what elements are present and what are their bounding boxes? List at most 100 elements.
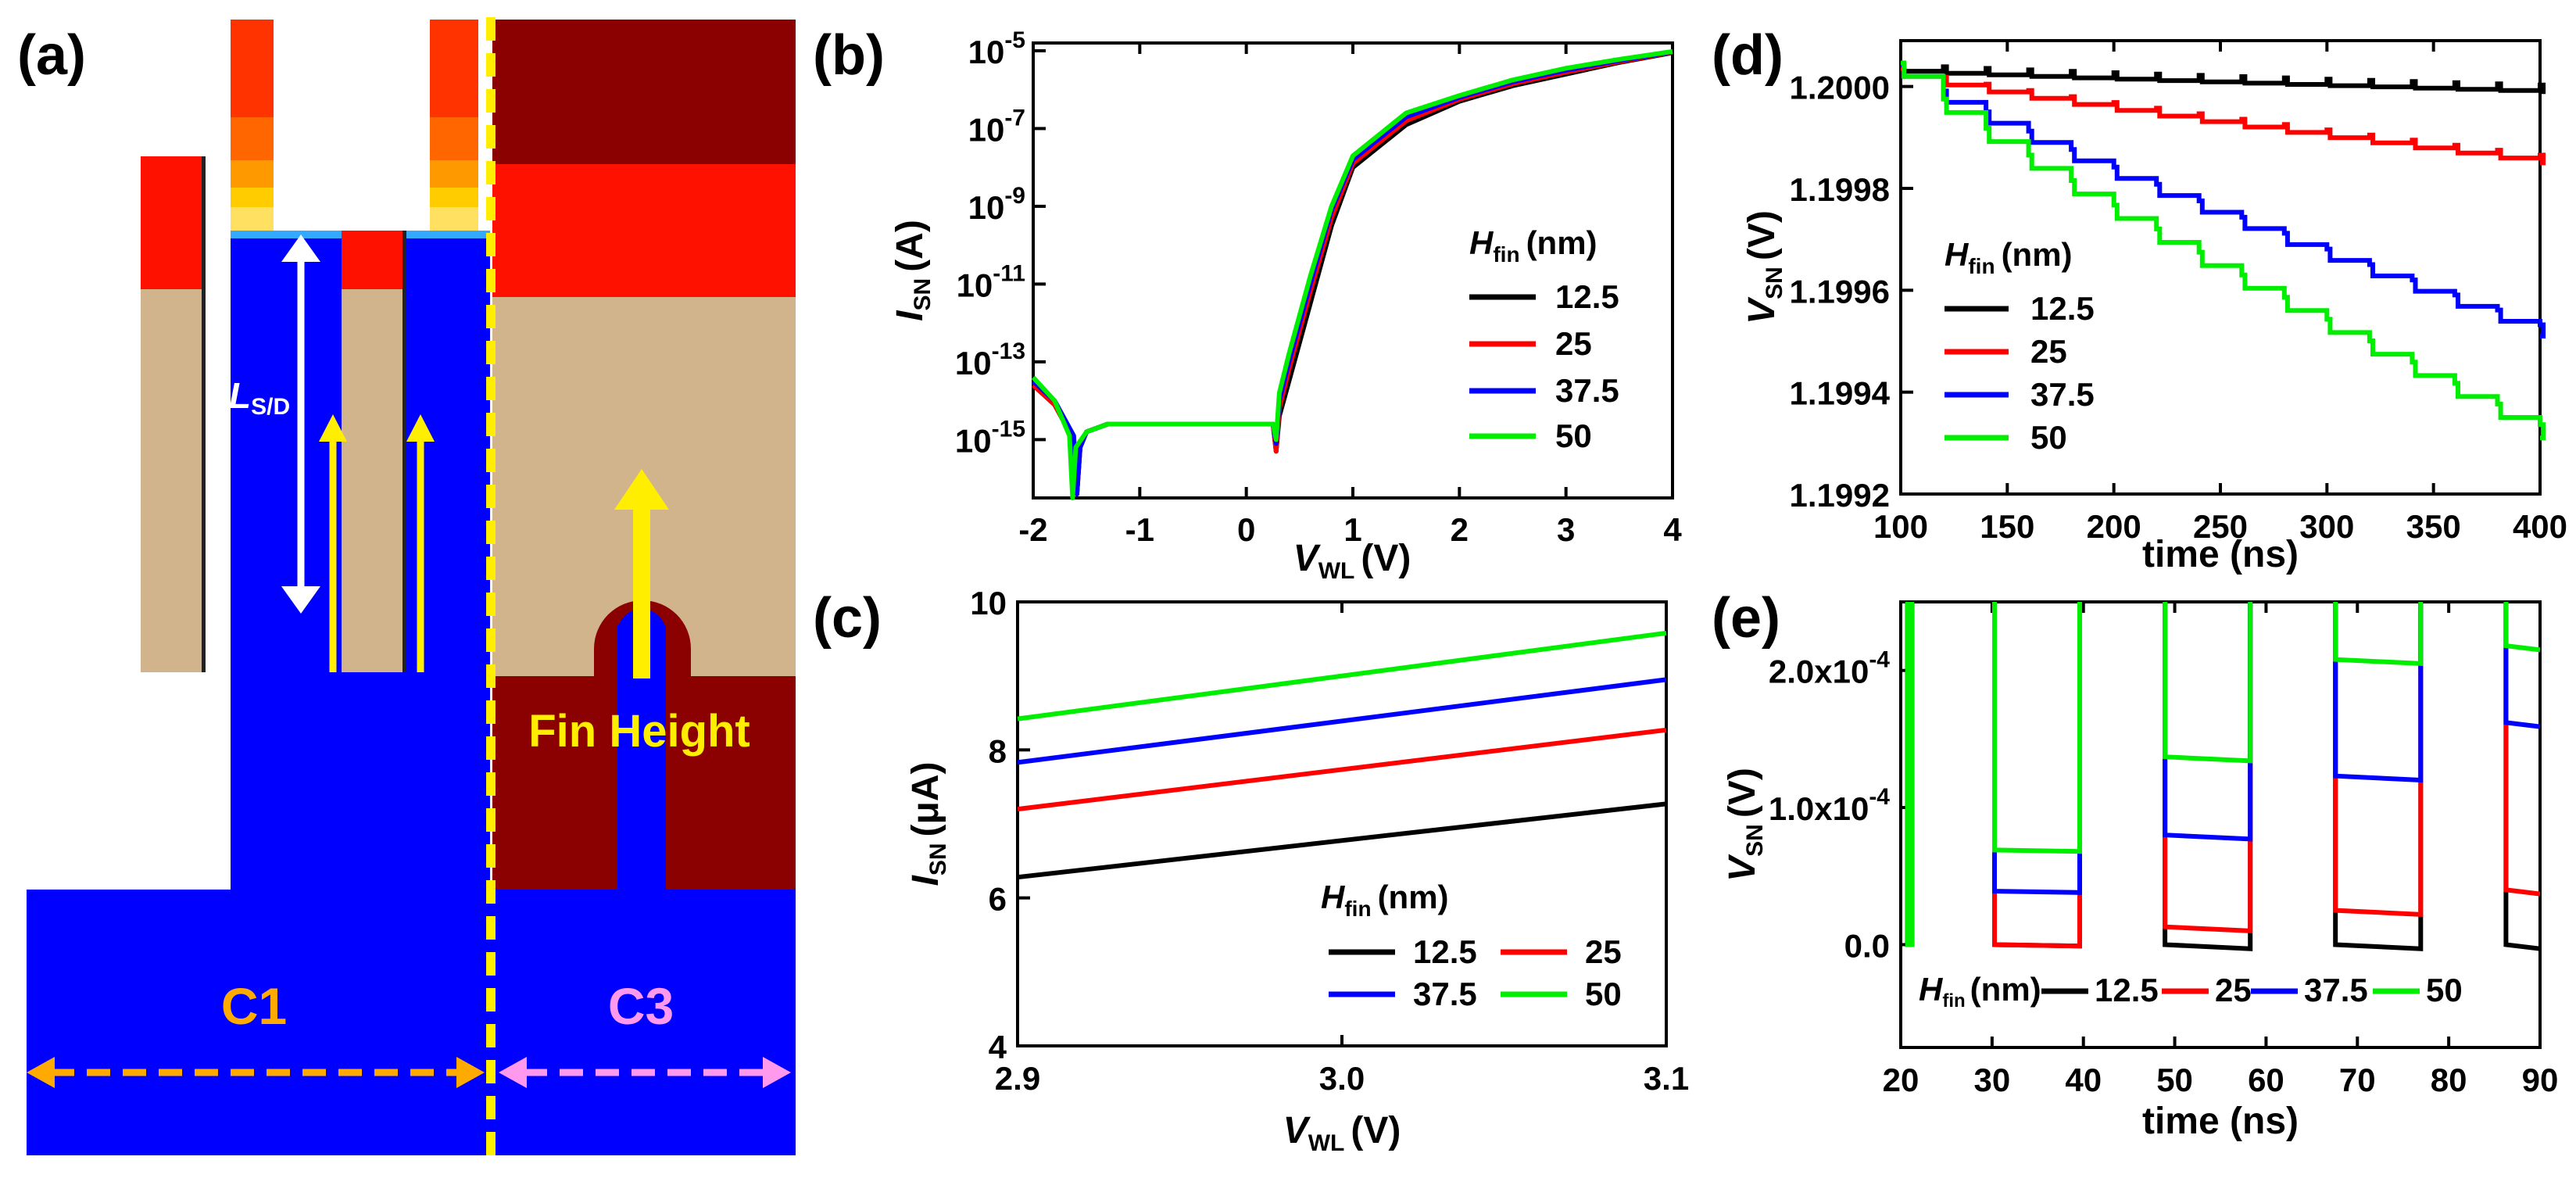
b-xtick-label-6: 4 <box>1663 511 1682 548</box>
c-ytick-label-3: 10 <box>970 585 1007 621</box>
c-legend-title: Hfin (nm) <box>1321 879 1449 921</box>
d-ytick-label-1: 1.1994 <box>1790 375 1891 412</box>
b-ytick-label-0: 10-15 <box>955 416 1025 459</box>
b-xtick-label-5: 3 <box>1557 511 1575 548</box>
d-legend-text-1: 25 <box>2030 333 2067 370</box>
d-ytick-label-2: 1.1996 <box>1790 273 1890 310</box>
fin-height-arrow <box>614 469 669 679</box>
panel-c: (c) 2.9 3.0 3.1 4 6 8 10 VWL (V) ISN(μA) Hfin(… <box>813 585 1689 1156</box>
d-series-50 <box>1901 60 2546 441</box>
c-legend-text-3: 50 <box>1585 976 1622 1012</box>
d-series-37.5 <box>1901 63 2546 338</box>
e-series-50 <box>1905 602 2541 947</box>
panel-b: (b) -2 -1 0 1 2 3 4 10-15 10-13 10-11 10-9 10-7 10-… <box>813 24 1682 584</box>
panel-a: (a) <box>17 17 796 1157</box>
e-xtick-label-2: 40 <box>2065 1062 2102 1098</box>
c-legend-text-0: 12.5 <box>1413 933 1477 970</box>
e-legend-text-3: 50 <box>2426 972 2463 1008</box>
b-ytick-label-2: 10-11 <box>957 260 1025 303</box>
b-ytick-label-3: 10-9 <box>968 183 1025 226</box>
e-legend-title: Hfin (nm) <box>1919 971 2041 1012</box>
c-series-25 <box>1017 727 1667 812</box>
b-xtick-label-1: -1 <box>1125 511 1154 548</box>
b-xtick-label-2: 0 <box>1237 511 1255 548</box>
b-ylabel: ISN(A) <box>889 220 936 321</box>
d-xtick-label-6: 400 <box>2513 508 2567 545</box>
mid-spacer <box>342 289 404 672</box>
d-legend-text-2: 37.5 <box>2030 376 2095 413</box>
c-ytick-label-2: 8 <box>989 732 1007 769</box>
d-ytick-label-3: 1.1998 <box>1790 171 1890 208</box>
d-ytick-label-0: 1.1992 <box>1790 477 1890 514</box>
e-legend: Hfin (nm) 12.5 25 37.5 50 <box>1919 971 2463 1012</box>
lsd-label: LS/D <box>229 375 290 420</box>
fin-height-label: Fin Height <box>528 706 750 757</box>
panel-a-label: (a) <box>17 24 86 87</box>
e-legend-text-0: 12.5 <box>2095 972 2159 1008</box>
c3-label: C3 <box>608 977 674 1035</box>
c-series-12.5 <box>1017 801 1667 880</box>
c3-red-layer <box>492 164 796 297</box>
c3-top-layer <box>492 20 796 164</box>
d-legend-title: Hfin (nm) <box>1945 236 2073 278</box>
d-xtick-label-4: 300 <box>2299 508 2354 545</box>
d-ytick-label-4: 1.2000 <box>1790 70 1890 106</box>
d-xtick-label-0: 100 <box>1873 508 1928 545</box>
b-series-50 <box>1031 48 1673 500</box>
b-xtick-label-4: 2 <box>1451 511 1469 548</box>
e-legend-text-1: 25 <box>2215 972 2252 1008</box>
c1-arrow <box>27 1057 485 1088</box>
yellow-arrow-1 <box>319 414 347 672</box>
b-xtick-label-3: 1 <box>1343 511 1361 548</box>
e-xtick-label-4: 60 <box>2248 1062 2284 1098</box>
d-xtick-label-5: 350 <box>2406 508 2461 545</box>
e-series-25 <box>1905 602 2541 949</box>
plot-frame-c <box>1016 600 1668 1047</box>
d-series-12.5 <box>1901 62 2546 95</box>
yellow-arrow-2 <box>406 414 435 672</box>
c1-label: C1 <box>221 977 287 1035</box>
panel-d-label: (d) <box>1712 24 1784 87</box>
d-ylabel: VSN(V) <box>1741 210 1787 324</box>
plot-frame-e <box>1899 600 2542 1049</box>
b-ytick-label-5: 10-5 <box>968 27 1025 70</box>
e-xtick-label-0: 20 <box>1883 1062 1919 1098</box>
e-series-12.5 <box>1905 602 2541 951</box>
d-legend: Hfin (nm) 12.5 25 37.5 50 <box>1945 236 2095 456</box>
panel-e: (e) 20 30 40 50 60 70 80 90 0.0 1.0x10-4 2.0x10-4… <box>1712 587 2558 1142</box>
c-xlabel: VWL (V) <box>1283 1110 1401 1156</box>
b-ytick-label-4: 10-7 <box>968 105 1025 148</box>
b-xlabel: VWL (V) <box>1293 538 1411 584</box>
b-legend-text-3: 50 <box>1555 417 1592 454</box>
d-xtick-label-2: 200 <box>2087 508 2141 545</box>
left-spacer-top <box>141 156 203 289</box>
e-ytick-label-1: 1.0x10-4 <box>1769 784 1890 827</box>
left-spacer <box>141 289 203 672</box>
d-series-25 <box>1901 66 2546 166</box>
c-legend-text-1: 25 <box>1585 933 1622 970</box>
e-series-37.5 <box>1905 602 2541 947</box>
panel-b-label: (b) <box>813 24 885 87</box>
lsd-arrow <box>281 235 320 614</box>
c-legend: Hfin (nm) 12.5 25 37.5 50 <box>1321 879 1622 1012</box>
e-xlabel: time (ns) <box>2142 1101 2299 1142</box>
panel-d: (d) 100 150 200 250 300 350 400 1.1992 1.1994 1.… <box>1712 24 2567 575</box>
panel-c-label: (c) <box>813 587 882 650</box>
e-xtick-label-3: 50 <box>2156 1062 2193 1098</box>
d-xtick-label-3: 250 <box>2193 508 2248 545</box>
c-ytick-label-1: 6 <box>989 881 1007 918</box>
e-xtick-label-6: 80 <box>2431 1062 2467 1098</box>
b-legend-text-1: 25 <box>1555 325 1592 362</box>
e-xtick-label-5: 70 <box>2339 1062 2376 1098</box>
c-xtick-label-1: 3.0 <box>1319 1060 1365 1097</box>
b-legend-text-0: 12.5 <box>1555 278 1619 315</box>
d-xtick-label-1: 150 <box>1980 508 2034 545</box>
c-legend-text-2: 37.5 <box>1413 976 1477 1012</box>
c-xtick-label-2: 3.1 <box>1644 1060 1689 1097</box>
b-ytick-label-1: 10-13 <box>955 338 1025 381</box>
c3-arrow <box>499 1057 791 1088</box>
d-legend-text-0: 12.5 <box>2030 290 2095 327</box>
d-xlabel: time (ns) <box>2142 534 2299 575</box>
b-legend-text-2: 37.5 <box>1555 372 1619 409</box>
